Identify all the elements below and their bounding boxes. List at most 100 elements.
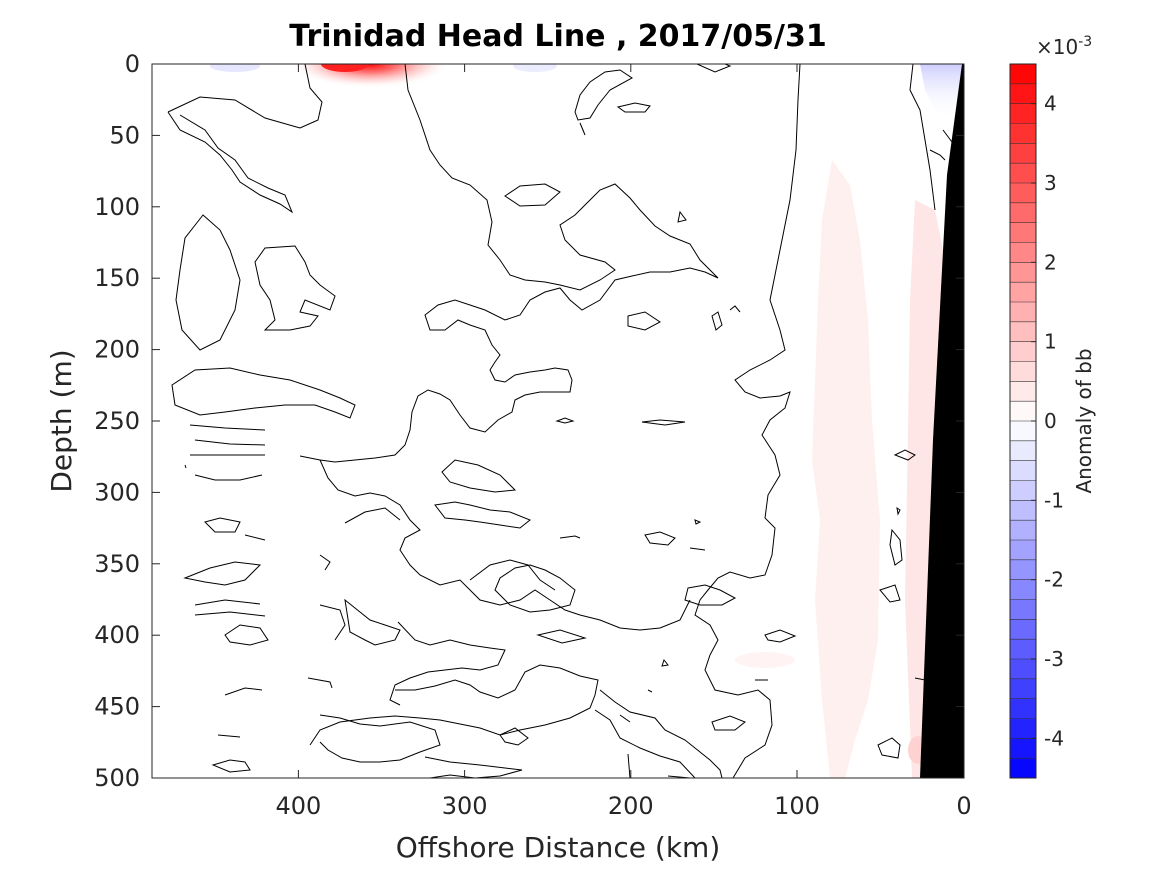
mid-positive-spot [735,652,795,668]
contour-line [879,584,901,603]
colorbar-cell [1010,163,1036,184]
contour-line [171,367,356,419]
colorbar-cell [1010,401,1036,422]
contour-line [194,474,263,481]
contour-line [167,111,294,214]
x-tick-label: 300 [442,792,488,820]
colorbar-cell [1010,321,1036,343]
colorbar-cell [1010,619,1036,640]
y-tick-labels: 0 50 100 150 200 250 300 350 400 450 500 [94,50,140,792]
contour-line [619,714,631,723]
contour-line [579,122,586,136]
contour-line [224,687,263,696]
y-axis-label: Depth (m) [45,349,78,492]
colorbar-cells [1010,63,1036,779]
contour-line [184,464,187,469]
contour-line [319,459,691,631]
colorbar-cell [1010,143,1036,164]
colorbar-cell [1010,718,1036,739]
contour-line [424,756,523,778]
contour-line [307,677,333,689]
colorbar-cell [1010,64,1036,85]
x-tick-labels: 400 300 200 100 0 [275,792,971,820]
contour-line [929,149,946,161]
contour-line [696,64,732,73]
nearshore-negative-patch [920,64,962,120]
nearshore-positive-band [812,160,880,778]
chart-title: Trinidad Head Line , 2017/05/31 [289,19,826,54]
y-tick-label: 250 [94,407,140,435]
colorbar-cell [1010,83,1036,105]
y-tick-label: 300 [94,478,140,506]
colorbar-cell [1010,242,1036,263]
y-tick-label: 500 [94,764,140,792]
contour-line [594,709,696,778]
colorbar-cell [1010,678,1036,700]
contour-line [299,64,719,463]
y-tick-label: 450 [94,693,140,721]
contour-line [389,621,506,706]
colorbar-cell [1010,302,1036,323]
contour-line [647,689,653,693]
colorbar-tick-label: 1 [1044,330,1057,354]
contour-line [574,69,633,121]
colorbar-ticks: 4 3 2 1 0 -1 -2 -3 -4 [1031,92,1064,750]
x-tick-label: 400 [275,792,321,820]
contour-line [211,759,251,773]
contour-line [555,417,575,424]
colorbar-tick-label: 0 [1044,409,1057,433]
zero-contours [167,64,953,778]
colorbar-exponent-power: -3 [1078,34,1092,50]
colorbar-cell [1010,599,1036,620]
contour-line [677,210,687,223]
colorbar-cell [1010,559,1036,581]
contour-line [711,311,723,331]
contour-line [909,64,936,211]
surface-negative-patch-2 [513,64,557,72]
contour-line [189,424,266,431]
contour-line [494,564,576,613]
contour-line [504,183,561,207]
colorbar-cell [1010,123,1036,144]
contour-line [616,102,651,113]
y-tick-label: 200 [94,336,140,364]
x-axis-label: Offshore Distance (km) [396,831,721,864]
contour-line [224,624,269,646]
colorbar-cell [1010,222,1036,243]
contour-line [764,629,797,643]
y-tick-label: 350 [94,550,140,578]
colorbar-cell [1010,698,1036,719]
y-tick-label: 0 [125,50,140,78]
colorbar-cell [1010,659,1036,680]
colorbar-cell [1010,579,1036,600]
contour-line [309,664,599,746]
contour-line [559,535,581,539]
colorbar-tick-label: -4 [1044,726,1064,750]
contour-line [599,689,723,778]
contour-line [644,531,676,546]
colorbar-cell [1010,758,1036,779]
colorbar-tick-label: -1 [1044,488,1064,512]
contour-line [319,554,331,571]
y-tick-label: 50 [109,121,140,149]
contour-line [175,214,241,351]
contour-line [441,459,517,493]
contour-line [254,245,336,331]
tick-marks [152,64,965,778]
y-tick-label: 150 [94,264,140,292]
colorbar-cell [1010,421,1036,442]
contour-line [896,506,901,516]
colorbar-tick-label: 4 [1044,92,1057,116]
contour-line [319,714,441,763]
contour-line [194,439,266,446]
colorbar-label: Anomaly of bb [1072,348,1096,493]
colorbar-cell [1010,183,1036,204]
bottom-topography [920,64,964,778]
colorbar-cell [1010,500,1036,521]
colorbar-cell [1010,262,1036,283]
contour-line [627,311,661,331]
colorbar-tick-label: 3 [1044,171,1057,195]
colorbar-cell [1010,738,1036,759]
contour-line [893,449,916,461]
